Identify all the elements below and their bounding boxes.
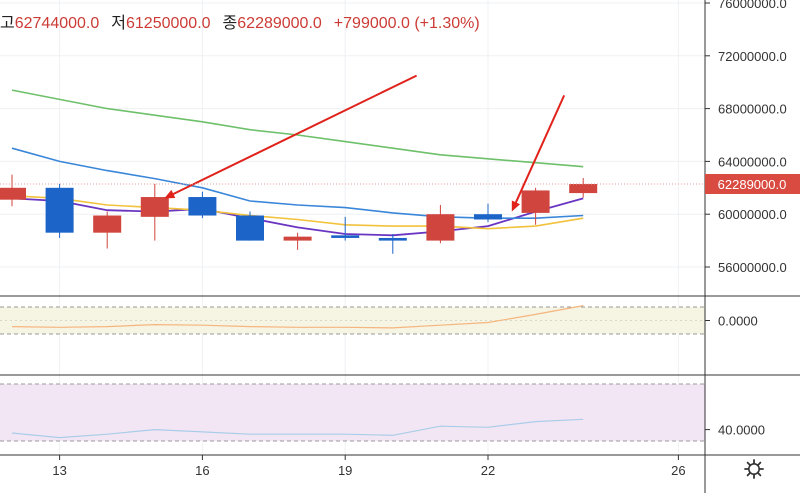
oscillator-2-line — [11, 418, 584, 439]
x-tick-label: 13 — [52, 463, 66, 478]
x-tick-label: 26 — [671, 463, 685, 478]
gear-icon[interactable] — [742, 457, 766, 481]
candle-up — [283, 236, 312, 241]
indicator-bands — [0, 306, 705, 442]
y-tick-label: 72000000.0 — [718, 49, 787, 64]
low-label: 저 — [111, 15, 126, 32]
x-tick-label: 19 — [338, 463, 352, 478]
ohlc-legend: 고62744000.0 저61250000.0 종62289000.0 +799000… — [0, 9, 480, 33]
ma-line-green — [11, 89, 584, 168]
candle-down — [331, 235, 360, 238]
oscillator-1-line — [11, 305, 584, 329]
y-tick-label: 56000000.0 — [718, 260, 787, 275]
grid-layer — [0, 0, 705, 455]
candle-up — [0, 187, 26, 200]
annotation-arrows — [164, 74, 566, 212]
candles-layer — [0, 174, 598, 254]
candle-down — [188, 197, 217, 216]
tick-labels: 76000000.0 72000000.0 68000000.0 64000000.0… — [52, 0, 800, 478]
y-tick-label: 68000000.0 — [718, 102, 787, 117]
last-price-label: 62289000.0 — [718, 177, 787, 192]
candle-up — [521, 190, 550, 213]
annotation-arrowhead — [164, 189, 176, 199]
annotation-arrow — [513, 94, 566, 207]
change-value: +799000.0 (+1.30%) — [333, 15, 480, 32]
candle-up — [569, 183, 598, 194]
y-tick-label: 76000000.0 — [718, 0, 787, 11]
annotation-arrow — [169, 74, 418, 197]
candle-down — [45, 187, 74, 233]
candle-down — [236, 215, 264, 241]
y-tick-label: 64000000.0 — [718, 154, 787, 169]
last-price-badge — [705, 173, 800, 194]
x-tick-label: 16 — [195, 463, 209, 478]
low-value: 61250000.0 — [126, 15, 211, 32]
x-tick-label: 22 — [481, 463, 495, 478]
oscillator-1-band — [0, 307, 705, 334]
ma-line-purple — [11, 197, 584, 237]
oscillator-2-tick-label: 40.0000 — [718, 423, 765, 438]
close-value: 62289000.0 — [237, 15, 322, 32]
close-label: 종 — [222, 15, 238, 32]
candle-up — [93, 215, 122, 233]
candle-up — [426, 214, 455, 241]
candle-down — [378, 237, 407, 241]
oscillator-2-band — [0, 384, 705, 441]
y-tick-label: 60000000.0 — [718, 207, 787, 222]
annotation-arrowhead — [511, 200, 521, 212]
ma-line-yellow — [11, 194, 584, 230]
high-label: 고 — [0, 15, 15, 32]
high-value: 62744000.0 — [14, 15, 100, 32]
oscillator-1-tick-label: 0.0000 — [718, 314, 758, 329]
candle-up — [140, 197, 169, 217]
candle-down — [474, 214, 502, 220]
